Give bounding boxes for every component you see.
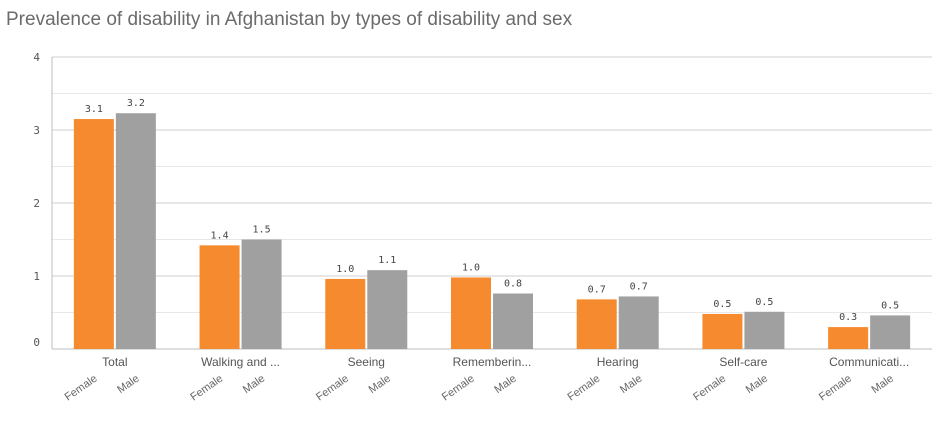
y-tick-label: 4 bbox=[33, 51, 40, 64]
series-axis-label: Male bbox=[618, 373, 644, 397]
bar-male-5 bbox=[744, 311, 785, 349]
category-label: Seeing bbox=[348, 355, 385, 369]
series-axis-label: Female bbox=[440, 373, 477, 404]
y-tick-label: 3 bbox=[33, 124, 40, 137]
series-axis-label: Male bbox=[241, 373, 267, 397]
data-label: 1.1 bbox=[378, 255, 396, 266]
category-label: Hearing bbox=[597, 355, 639, 369]
chart-title: Prevalence of disability in Afghanistan … bbox=[6, 9, 573, 30]
y-tick-label: 0 bbox=[33, 336, 40, 349]
category-label: Total bbox=[102, 355, 127, 369]
category-label: Communicati... bbox=[829, 355, 909, 369]
data-label: 0.8 bbox=[504, 279, 522, 290]
data-label: 0.5 bbox=[755, 297, 773, 308]
bar-male-4 bbox=[618, 296, 659, 349]
data-label: 1.0 bbox=[462, 262, 480, 273]
data-label: 1.4 bbox=[211, 230, 229, 241]
bar-female-6 bbox=[828, 327, 869, 349]
series-axis-label: Female bbox=[314, 373, 351, 404]
bar-male-0 bbox=[115, 113, 156, 350]
bar-male-2 bbox=[367, 270, 408, 349]
bar-female-2 bbox=[325, 278, 366, 349]
bar-female-4 bbox=[576, 299, 617, 349]
data-label: 0.7 bbox=[630, 281, 648, 292]
data-label: 0.5 bbox=[713, 299, 731, 310]
category-label: Self-care bbox=[719, 355, 767, 369]
data-label: 1.5 bbox=[253, 225, 271, 236]
series-axis-label: Female bbox=[691, 373, 728, 404]
bar-male-3 bbox=[493, 293, 533, 349]
data-label: 0.3 bbox=[839, 312, 857, 323]
series-axis-label: Male bbox=[744, 373, 770, 397]
series-axis-label: Male bbox=[869, 373, 895, 397]
data-label: 3.1 bbox=[85, 104, 103, 115]
series-axis-label: Female bbox=[188, 373, 225, 404]
category-label: Walking and ... bbox=[201, 355, 280, 369]
y-tick-label: 1 bbox=[33, 270, 40, 283]
data-label: 0.5 bbox=[881, 300, 899, 311]
series-axis-label: Female bbox=[565, 373, 602, 404]
bar-female-0 bbox=[73, 119, 114, 349]
bar-female-3 bbox=[451, 277, 491, 349]
bar-male-1 bbox=[241, 239, 282, 349]
y-tick-label: 2 bbox=[33, 197, 40, 210]
series-axis-label: Male bbox=[492, 373, 518, 397]
series-axis-label: Male bbox=[367, 373, 393, 397]
bar-male-6 bbox=[870, 315, 911, 349]
data-label: 3.2 bbox=[127, 98, 145, 109]
series-axis-label: Male bbox=[115, 373, 141, 397]
series-axis-label: Female bbox=[63, 373, 100, 404]
data-label: 1.0 bbox=[336, 264, 354, 275]
category-label: Rememberin... bbox=[453, 355, 532, 369]
data-label: 0.7 bbox=[588, 284, 606, 295]
bar-female-1 bbox=[199, 245, 240, 349]
bar-female-5 bbox=[702, 313, 743, 349]
series-axis-label: Female bbox=[817, 373, 854, 404]
